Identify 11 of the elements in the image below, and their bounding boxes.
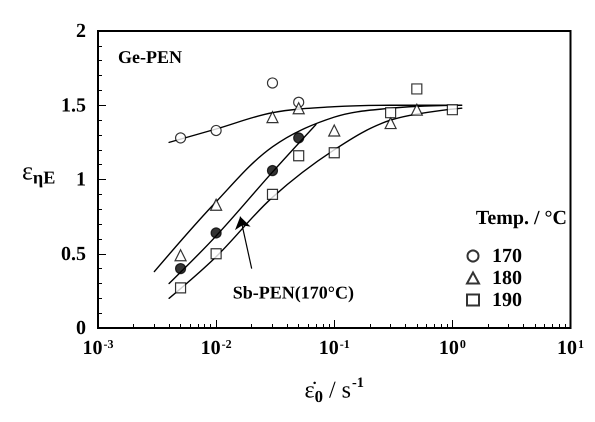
legend-label: 180 xyxy=(492,267,522,289)
legend-label: 190 xyxy=(492,289,522,311)
legend-title: Temp. / °C xyxy=(476,207,568,229)
y-tick-label: 1 xyxy=(76,168,86,190)
y-tick-label: 0 xyxy=(76,317,86,339)
y-tick-label: 2 xyxy=(76,20,86,42)
y-tick-label: 0.5 xyxy=(61,242,86,265)
legend-label: 170 xyxy=(492,245,522,267)
y-tick-label: 1.5 xyxy=(61,94,86,116)
annotation: Sb-PEN(170°C) xyxy=(232,282,354,302)
annotation: Ge-PEN xyxy=(118,47,182,67)
